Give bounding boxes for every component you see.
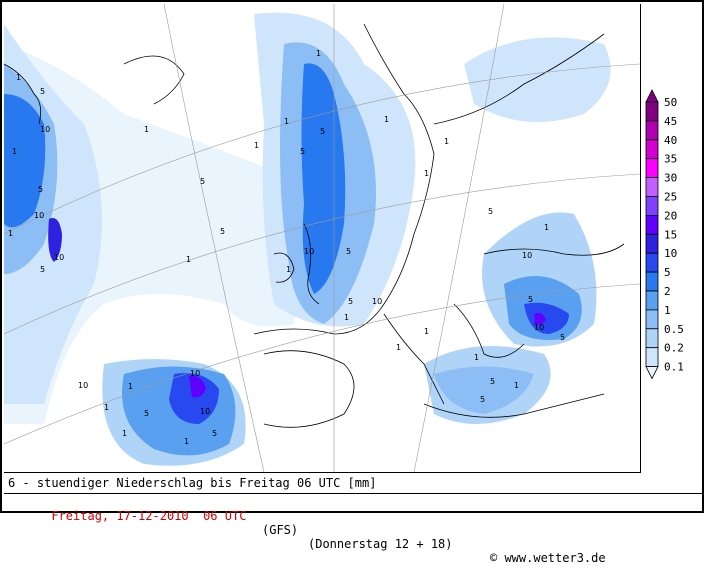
contour-value-label: 5 xyxy=(348,297,353,306)
contour-value-label: 5 xyxy=(40,87,45,96)
legend-swatch xyxy=(645,139,659,160)
contour-value-label: 1 xyxy=(396,343,401,352)
contour-value-label: 10 xyxy=(372,297,382,306)
contour-value-label: 1 xyxy=(128,382,133,391)
legend-swatch xyxy=(645,309,659,330)
contour-value-label: 1 xyxy=(424,327,429,336)
contour-value-label: 5 xyxy=(38,185,43,194)
contour-value-label: 1 xyxy=(344,313,349,322)
legend-colorbar: 50 45 40 35 30 25 20 15 10 5 2 1 0.5 0.2 0.1 xyxy=(645,89,684,380)
contour-value-label: 1 xyxy=(184,437,189,446)
copyright-link[interactable]: www.wetter3.de xyxy=(504,551,606,565)
contour-value-label: 1 xyxy=(316,49,321,58)
legend-level-label: 0.5 xyxy=(664,323,684,336)
legend-level-label: 0.1 xyxy=(664,361,684,374)
copyright: © www.wetter3.de xyxy=(490,551,606,565)
legend-swatch xyxy=(645,347,659,368)
contour-value-label: 10 xyxy=(190,369,200,378)
legend-level-label: 10 xyxy=(664,247,677,260)
legend-level-label: 20 xyxy=(664,209,677,222)
contour-value-label: 5 xyxy=(144,409,149,418)
legend-level-label: 25 xyxy=(664,191,677,204)
legend-swatch xyxy=(645,215,659,235)
contour-value-label: 5 xyxy=(528,295,533,304)
contour-value-label: 5 xyxy=(346,247,351,256)
contour-value-label: 10 xyxy=(522,251,532,260)
contour-value-label: 1 xyxy=(16,73,21,82)
legend-level-label: 1 xyxy=(664,304,671,317)
contour-value-label: 1 xyxy=(514,381,519,390)
contour-value-label: 1 xyxy=(186,255,191,264)
contour-value-label: 5 xyxy=(300,147,305,156)
legend-level-label: 35 xyxy=(664,153,677,166)
contour-value-label: 1 xyxy=(284,117,289,126)
contour-value-label: 5 xyxy=(220,227,225,236)
footer-divider xyxy=(4,493,704,494)
contour-value-label: 10 xyxy=(54,253,64,262)
contour-value-label: 1 xyxy=(8,229,13,238)
legend-level-label: 15 xyxy=(664,228,677,241)
forecast-date: Freitag, 17-12-2010 06 UTC xyxy=(51,509,247,523)
legend-level-label: 50 xyxy=(664,96,677,109)
legend-swatch xyxy=(645,177,659,197)
precipitation-legend: 50 45 40 35 30 25 20 15 10 5 2 1 0.5 0.2 0.1 xyxy=(642,88,704,398)
legend-swatch xyxy=(645,290,659,311)
contour-value-label: 1 xyxy=(384,115,389,124)
contour-value-label: 10 xyxy=(34,211,44,220)
legend-level-label: 30 xyxy=(664,172,677,185)
contour-value-label: 10 xyxy=(40,125,50,134)
contour-value-label: 1 xyxy=(424,169,429,178)
contour-value-label: 10 xyxy=(78,381,88,390)
footer-info-line: Freitag, 17-12-2010 06 UTC (GFS) (Donner… xyxy=(8,495,605,579)
contour-value-label: 1 xyxy=(444,137,449,146)
contour-value-label: 10 xyxy=(534,323,544,332)
legend-swatch xyxy=(645,158,659,178)
legend-swatch xyxy=(645,120,659,141)
contour-value-label: 1 xyxy=(544,223,549,232)
contour-value-label: 5 xyxy=(488,207,493,216)
contour-value-label: 1 xyxy=(286,265,291,274)
map-footer: 6 - stuendiger Niederschlag bis Freitag … xyxy=(4,474,704,565)
legend-level-label: 40 xyxy=(664,134,677,147)
contour-value-label: 5 xyxy=(320,127,325,136)
legend-level-label: 45 xyxy=(664,115,677,128)
contour-value-label: 5 xyxy=(40,265,45,274)
contour-value-label: 1 xyxy=(474,353,479,362)
contour-value-label: 10 xyxy=(200,407,210,416)
contour-value-label: 1 xyxy=(122,429,127,438)
contour-value-label: 5 xyxy=(560,333,565,342)
contour-value-label: 1 xyxy=(104,403,109,412)
legend-swatch xyxy=(645,196,659,216)
contour-value-label: 5 xyxy=(200,177,205,186)
legend-level-label: 5 xyxy=(664,266,671,279)
legend-swatch xyxy=(645,252,659,273)
contour-value-label: 5 xyxy=(480,395,485,404)
footer-title: 6 - stuendiger Niederschlag bis Freitag … xyxy=(8,476,377,490)
forecast-map-frame: 1 5 10 1 5 10 1 5 10 1 5 1 1 5 10 5 1 10 5 1 1 1 5 1 5 10 1 5 10 5 1 10… xyxy=(0,0,704,565)
contour-value-label: 10 xyxy=(304,247,314,256)
legend-top-arrow xyxy=(645,89,659,103)
model-name: (GFS) xyxy=(262,523,299,537)
contour-value-label: 5 xyxy=(490,377,495,386)
contour-value-label: 5 xyxy=(212,429,217,438)
contour-value-label: 1 xyxy=(12,147,17,156)
legend-swatch xyxy=(645,101,659,122)
model-run: (Donnerstag 12 + 18) xyxy=(308,537,453,551)
precipitation-map: 1 5 10 1 5 10 1 5 10 1 5 1 1 5 10 5 1 10 5 1 1 1 5 1 5 10 1 5 10 5 1 10… xyxy=(4,4,641,473)
legend-swatch xyxy=(645,328,659,349)
legend-bottom-arrow xyxy=(645,366,659,380)
legend-level-label: 2 xyxy=(664,285,671,298)
legend-swatch xyxy=(645,233,659,254)
contour-value-label: 1 xyxy=(254,141,259,150)
legend-swatch xyxy=(645,271,659,292)
contour-value-label: 1 xyxy=(144,125,149,134)
legend-level-label: 0.2 xyxy=(664,342,684,355)
